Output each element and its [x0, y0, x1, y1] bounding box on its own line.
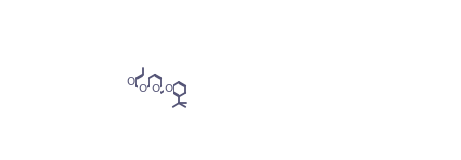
Text: O: O	[165, 84, 173, 94]
Text: O: O	[126, 77, 135, 87]
Text: O: O	[151, 84, 159, 94]
Text: O: O	[138, 84, 147, 94]
